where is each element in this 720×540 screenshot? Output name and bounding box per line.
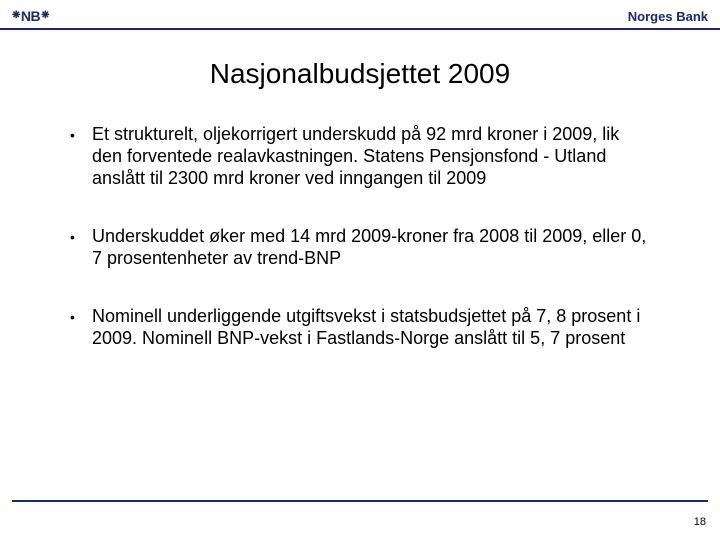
logo-ornament-right: ❋ bbox=[41, 11, 49, 21]
bullet-icon: • bbox=[70, 306, 92, 328]
list-item: • Nominell underliggende utgiftsvekst i … bbox=[70, 306, 650, 350]
logo-ornament-left: ❋ bbox=[12, 11, 20, 21]
bullet-icon: • bbox=[70, 226, 92, 248]
page-number: 18 bbox=[694, 516, 706, 528]
bullet-list: • Et strukturelt, oljekorrigert undersku… bbox=[0, 124, 720, 350]
list-item: • Underskuddet øker med 14 mrd 2009-kron… bbox=[70, 226, 650, 270]
list-item: • Et strukturelt, oljekorrigert undersku… bbox=[70, 124, 650, 190]
slide-header: ❋ NB ❋ Norges Bank bbox=[0, 0, 720, 30]
footer-divider bbox=[12, 500, 708, 502]
bullet-text: Et strukturelt, oljekorrigert underskudd… bbox=[92, 124, 650, 190]
bullet-text: Underskuddet øker med 14 mrd 2009-kroner… bbox=[92, 226, 650, 270]
logo: ❋ NB ❋ bbox=[12, 8, 49, 24]
bullet-text: Nominell underliggende utgiftsvekst i st… bbox=[92, 306, 650, 350]
bank-name: Norges Bank bbox=[628, 9, 708, 24]
bullet-icon: • bbox=[70, 124, 92, 146]
logo-text: NB bbox=[21, 8, 40, 24]
slide-title: Nasjonalbudsjettet 2009 bbox=[0, 58, 720, 90]
